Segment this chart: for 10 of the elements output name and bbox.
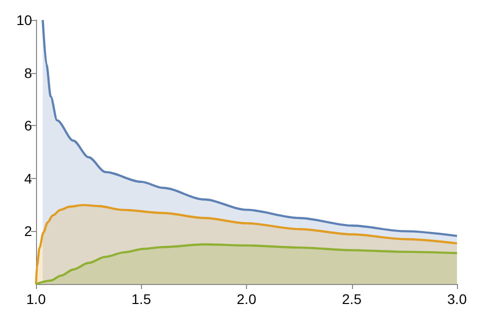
y-tick-label: 6 bbox=[24, 118, 32, 134]
x-tick-label: 2.5 bbox=[342, 291, 362, 307]
x-tick-label: 1.0 bbox=[26, 291, 46, 307]
x-tick-label: 2.0 bbox=[236, 291, 256, 307]
y-tick-label: 2 bbox=[24, 223, 32, 240]
y-tick-label: 10 bbox=[16, 12, 32, 28]
y-tick-label: 4 bbox=[24, 170, 32, 186]
x-tick-label: 3.0 bbox=[447, 291, 467, 307]
x-tick-label: 1.5 bbox=[132, 291, 152, 307]
y-tick-label: 8 bbox=[24, 64, 32, 81]
